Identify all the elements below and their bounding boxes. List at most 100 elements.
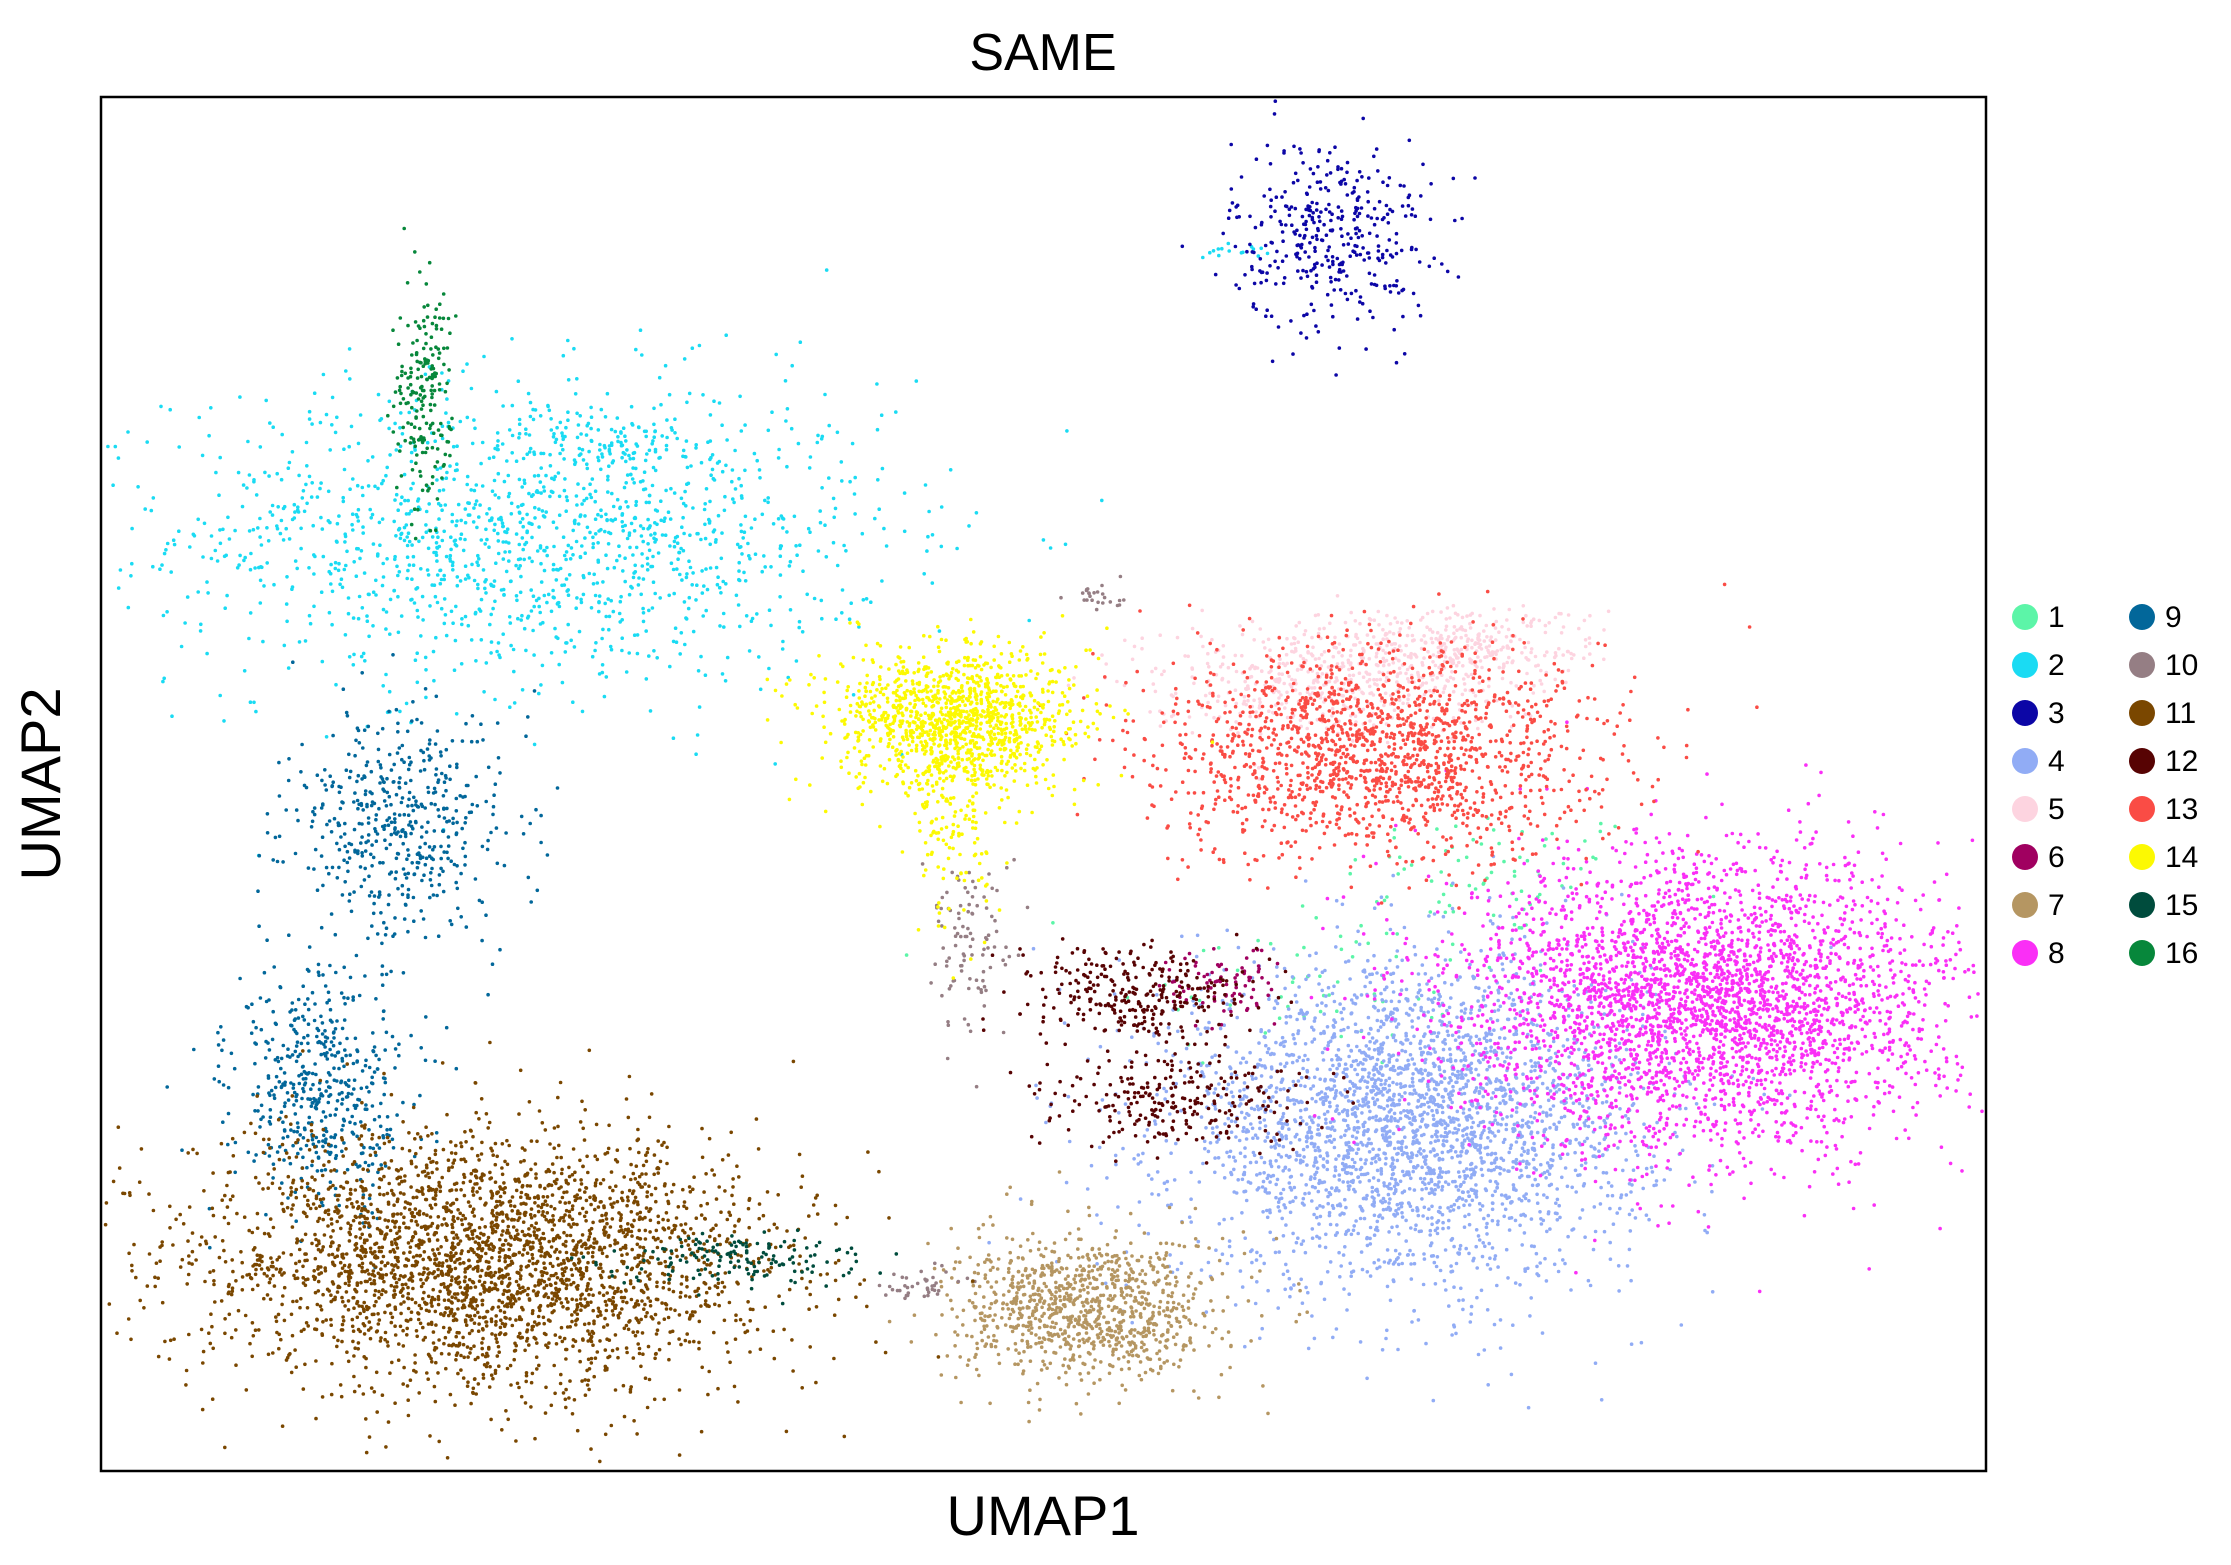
- point-series-4: [1393, 1248, 1398, 1253]
- point-series-4: [1332, 1084, 1337, 1088]
- point-series-2: [413, 658, 418, 662]
- point-series-4: [1409, 1109, 1414, 1114]
- point-series-4: [1439, 1134, 1443, 1138]
- point-series-2: [582, 498, 586, 503]
- point-series-4: [1553, 1051, 1558, 1056]
- point-series-3: [1250, 267, 1254, 272]
- point-series-4: [1440, 1184, 1445, 1189]
- point-series-4: [1499, 1080, 1504, 1085]
- point-series-4: [1328, 1120, 1333, 1125]
- point-series-2: [773, 762, 777, 766]
- point-series-2: [209, 534, 214, 538]
- point-series-4: [1393, 1177, 1398, 1182]
- point-series-2: [831, 496, 836, 501]
- point-series-4: [1422, 1110, 1426, 1115]
- point-series-4: [1346, 1043, 1351, 1048]
- point-series-4: [1513, 1281, 1518, 1285]
- point-series-4: [1586, 1124, 1591, 1129]
- point-series-4: [1436, 973, 1441, 978]
- point-series-2: [869, 600, 873, 604]
- point-series-2: [579, 597, 583, 602]
- point-series-2: [711, 530, 716, 534]
- point-series-4: [1375, 1225, 1379, 1230]
- point-series-4: [1678, 1106, 1682, 1111]
- point-series-2: [724, 333, 728, 338]
- point-series-4: [1464, 1073, 1468, 1077]
- point-series-2: [214, 470, 218, 475]
- point-series-4: [1229, 1119, 1234, 1123]
- point-series-4: [1403, 1135, 1407, 1139]
- point-series-4: [1230, 1216, 1234, 1221]
- point-series-2: [592, 572, 596, 577]
- point-series-3: [1254, 157, 1259, 161]
- point-series-4: [1477, 1238, 1482, 1242]
- point-series-4: [1226, 1045, 1230, 1049]
- point-series-2: [691, 506, 695, 510]
- point-series-2: [360, 485, 365, 490]
- point-series-2: [405, 576, 410, 581]
- point-series-2: [437, 517, 441, 521]
- point-series-2: [295, 566, 300, 571]
- point-series-4: [1251, 1136, 1255, 1140]
- point-series-3: [1273, 259, 1277, 264]
- point-series-2: [434, 550, 438, 555]
- point-series-3: [1456, 275, 1461, 279]
- point-series-4: [1330, 1186, 1334, 1190]
- point-series-4: [1346, 1140, 1351, 1145]
- point-series-1: [1197, 998, 1202, 1003]
- point-series-3: [1281, 239, 1285, 243]
- point-series-4: [1514, 1076, 1519, 1080]
- point-series-4: [1624, 1193, 1629, 1197]
- point-series-2: [411, 563, 416, 567]
- point-series-2: [627, 592, 632, 597]
- point-series-2: [575, 503, 579, 507]
- point-series-4: [1574, 1137, 1578, 1142]
- point-series-2: [639, 534, 644, 538]
- point-series-4: [1224, 1087, 1229, 1091]
- point-series-2: [406, 531, 411, 535]
- point-series-4: [1162, 1181, 1167, 1185]
- point-series-2: [319, 515, 323, 520]
- point-series-2: [376, 486, 380, 491]
- point-series-4: [1501, 967, 1505, 972]
- point-series-2: [588, 482, 592, 487]
- point-series-4: [1199, 1268, 1204, 1272]
- point-series-4: [1351, 1178, 1355, 1183]
- point-series-4: [1441, 914, 1446, 919]
- point-series-4: [1450, 1155, 1454, 1160]
- point-series-4: [1456, 1188, 1461, 1192]
- point-series-2: [528, 400, 533, 405]
- point-series-2: [496, 539, 501, 543]
- point-series-4: [1429, 1241, 1434, 1245]
- point-series-2: [560, 434, 565, 438]
- point-series-4: [1379, 1089, 1383, 1094]
- point-series-4: [1358, 1180, 1362, 1184]
- point-series-4: [1630, 1103, 1635, 1108]
- point-series-4: [1365, 1193, 1369, 1198]
- point-series-4: [1373, 1078, 1378, 1083]
- point-series-2: [739, 545, 743, 549]
- point-series-4: [1365, 1235, 1369, 1240]
- point-series-2: [548, 494, 552, 499]
- point-series-4: [1213, 1087, 1218, 1091]
- point-series-4: [1502, 1036, 1507, 1041]
- point-series-4: [1618, 1107, 1622, 1111]
- point-series-2: [554, 635, 558, 639]
- point-series-2: [653, 540, 657, 544]
- point-series-2: [271, 425, 276, 430]
- point-series-2: [415, 608, 420, 613]
- point-series-4: [1297, 1055, 1301, 1060]
- point-series-3: [1290, 223, 1294, 227]
- point-series-4: [1433, 1050, 1437, 1054]
- point-series-4: [1301, 1239, 1306, 1243]
- point-series-4: [1372, 1213, 1377, 1218]
- point-series-2: [506, 473, 511, 478]
- point-series-3: [1339, 217, 1344, 221]
- point-series-4: [1252, 1107, 1257, 1112]
- point-series-4: [1425, 1216, 1430, 1221]
- point-series-4: [1452, 1325, 1457, 1329]
- point-series-4: [1344, 1128, 1348, 1133]
- point-series-4: [1284, 1134, 1288, 1138]
- point-series-2: [361, 525, 365, 529]
- point-series-2: [650, 483, 655, 488]
